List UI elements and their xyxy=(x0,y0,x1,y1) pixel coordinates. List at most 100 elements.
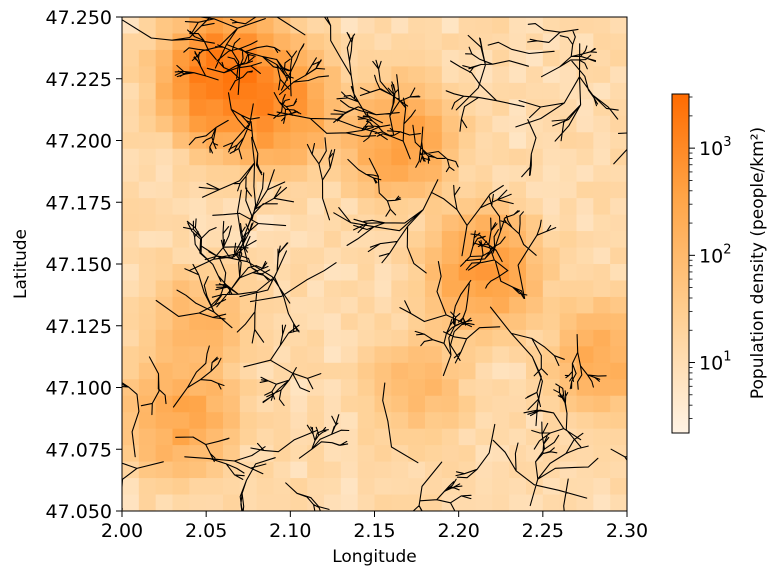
heatmap-cell xyxy=(122,428,140,446)
heatmap-cell xyxy=(340,412,359,430)
heatmap-cell xyxy=(189,445,207,463)
heatmap-cell xyxy=(138,461,157,479)
heatmap-cell xyxy=(324,165,342,183)
heatmap-cell xyxy=(357,445,376,463)
heatmap-cell xyxy=(307,231,325,249)
heatmap-cell xyxy=(189,132,207,150)
heatmap-cell xyxy=(290,412,308,430)
heatmap-cell xyxy=(374,99,392,117)
heatmap-cell xyxy=(172,478,190,496)
heatmap-cell xyxy=(357,346,376,364)
heatmap-cell xyxy=(576,313,594,331)
heatmap-cell xyxy=(223,313,241,331)
heatmap-cell xyxy=(239,33,258,51)
heatmap-cell xyxy=(256,362,275,380)
heatmap-cell xyxy=(425,231,443,249)
heatmap-cell xyxy=(357,181,376,199)
heatmap-cell xyxy=(593,395,611,413)
heatmap-cell xyxy=(155,214,174,232)
heatmap-cell xyxy=(441,115,460,133)
heatmap-cell xyxy=(509,395,527,413)
heatmap-cell xyxy=(290,296,308,314)
heatmap-cell xyxy=(526,214,544,232)
heatmap-cell xyxy=(576,296,594,314)
heatmap-cell xyxy=(138,99,157,117)
heatmap-cell xyxy=(122,231,140,249)
heatmap-cell xyxy=(256,231,275,249)
heatmap-cell xyxy=(122,33,140,51)
heatmap-cell xyxy=(559,214,578,232)
heatmap-cell xyxy=(526,115,544,133)
heatmap-cell xyxy=(155,66,174,84)
heatmap-cell xyxy=(374,247,392,265)
heatmap-cell xyxy=(475,214,493,232)
heatmap-cell xyxy=(559,181,578,199)
heatmap-cell xyxy=(475,181,493,199)
heatmap-cell xyxy=(122,445,140,463)
heatmap-cell xyxy=(189,165,207,183)
heatmap-cell xyxy=(576,231,594,249)
heatmap-cell xyxy=(290,148,308,166)
heatmap-cell xyxy=(593,313,611,331)
heatmap-cell xyxy=(391,17,409,35)
heatmap-cell xyxy=(391,362,409,380)
heatmap-cell xyxy=(256,329,275,347)
heatmap-cell xyxy=(223,428,241,446)
heatmap-cell xyxy=(391,313,409,331)
heatmap-cell xyxy=(206,82,224,100)
heatmap-cell xyxy=(138,82,157,100)
heatmap-cell xyxy=(458,231,477,249)
heatmap-cell xyxy=(374,132,392,150)
heatmap-cell xyxy=(593,66,611,84)
heatmap-cell xyxy=(189,494,207,511)
heatmap-cell xyxy=(610,478,627,496)
heatmap-cell xyxy=(576,181,594,199)
heatmap-cell xyxy=(425,379,443,397)
heatmap-cell xyxy=(357,379,376,397)
heatmap-cell xyxy=(138,346,157,364)
heatmap-cell xyxy=(138,247,157,265)
heatmap-cell xyxy=(256,132,275,150)
heatmap-cell xyxy=(374,33,392,51)
heatmap-cell xyxy=(357,231,376,249)
heatmap-cell xyxy=(441,231,460,249)
heatmap-cell xyxy=(475,478,493,496)
heatmap-cell xyxy=(408,395,426,413)
heatmap-cell xyxy=(576,214,594,232)
heatmap-cell xyxy=(324,264,342,282)
heatmap-cell xyxy=(475,247,493,265)
heatmap-cell xyxy=(172,231,190,249)
heatmap-cell xyxy=(576,17,594,35)
heatmap-cell xyxy=(290,329,308,347)
heatmap-cell xyxy=(408,82,426,100)
heatmap-cell xyxy=(223,115,241,133)
heatmap-cell xyxy=(458,412,477,430)
heatmap-cell xyxy=(122,461,140,479)
heatmap-cell xyxy=(374,264,392,282)
heatmap-cell xyxy=(576,264,594,282)
heatmap-cell xyxy=(206,231,224,249)
heatmap-cell xyxy=(559,313,578,331)
heatmap-cell xyxy=(290,115,308,133)
heatmap-cell xyxy=(172,115,190,133)
heatmap-cell xyxy=(172,280,190,298)
heatmap-cell xyxy=(239,346,258,364)
heatmap-cell xyxy=(391,428,409,446)
heatmap-cell xyxy=(155,346,174,364)
heatmap-cell xyxy=(441,99,460,117)
heatmap-cell xyxy=(441,49,460,67)
heatmap-cell xyxy=(559,264,578,282)
heatmap-cell xyxy=(475,33,493,51)
heatmap-cell xyxy=(290,461,308,479)
heatmap-cell xyxy=(610,231,627,249)
heatmap-cell xyxy=(307,445,325,463)
heatmap-cell xyxy=(357,296,376,314)
heatmap-cell xyxy=(155,362,174,380)
heatmap-cell xyxy=(155,264,174,282)
heatmap-cell xyxy=(441,264,460,282)
heatmap-cell xyxy=(593,478,611,496)
heatmap-cell xyxy=(138,49,157,67)
heatmap-cell xyxy=(138,115,157,133)
heatmap-cell xyxy=(526,412,544,430)
heatmap-cell xyxy=(206,214,224,232)
